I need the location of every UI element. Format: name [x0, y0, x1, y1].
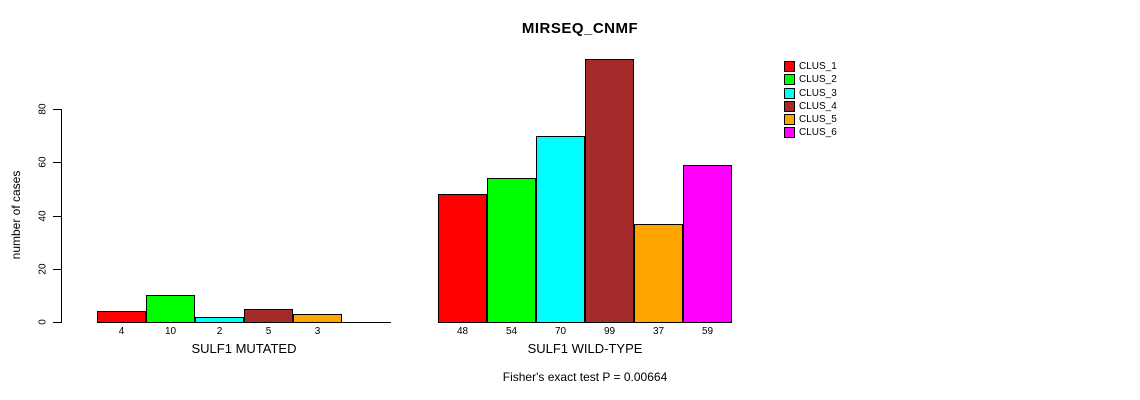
- bar-clus_5: [634, 224, 683, 323]
- legend-item-clus_5: CLUS_5: [784, 114, 837, 126]
- legend-label: CLUS_6: [799, 127, 837, 139]
- legend-swatch-icon: [784, 87, 795, 99]
- bar-clus_6: [683, 165, 732, 323]
- y-tick-label: 0: [37, 319, 49, 325]
- bar-clus_3: [195, 317, 244, 323]
- legend-swatch-icon: [784, 100, 795, 112]
- bar-value-label: 99: [603, 326, 616, 337]
- legend-swatch-icon: [784, 61, 795, 72]
- y-tick-label: 20: [37, 263, 49, 275]
- zero-value-baseline-clus_6: [342, 322, 391, 323]
- bar-value-label: 70: [554, 326, 567, 337]
- group-label-mutated: SULF1 MUTATED: [191, 341, 297, 356]
- legend-label: CLUS_5: [799, 114, 837, 126]
- bar-value-label: 5: [265, 326, 272, 337]
- chart-title: MIRSEQ_CNMF: [521, 20, 639, 37]
- y-tick-label: 40: [37, 210, 49, 222]
- bar-value-label: 4: [118, 326, 125, 337]
- bar-value-label: 54: [505, 326, 518, 337]
- bar-clus_4: [585, 59, 634, 323]
- legend: CLUS_1 CLUS_2 CLUS_3 CLUS_4 CLUS_5 CLUS_6: [784, 61, 837, 141]
- y-tick-mark: [53, 109, 61, 111]
- bar-value-label: 10: [164, 326, 177, 337]
- bar-value-label: 59: [701, 326, 714, 337]
- y-tick-mark: [53, 162, 61, 164]
- y-tick-label: 80: [37, 103, 49, 115]
- legend-item-clus_3: CLUS_3: [784, 87, 837, 99]
- legend-label: CLUS_3: [799, 87, 837, 99]
- group-label-wildtype: SULF1 WILD-TYPE: [527, 341, 643, 356]
- bar-clus_1: [97, 311, 146, 323]
- bar-value-label: 48: [456, 326, 469, 337]
- bar-clus_1: [438, 194, 487, 323]
- bar-clus_4: [244, 309, 293, 323]
- y-tick-label: 60: [37, 156, 49, 168]
- y-axis-line: [61, 109, 62, 323]
- bar-value-label: 2: [216, 326, 223, 337]
- bar-clus_5: [293, 314, 342, 323]
- y-tick-mark: [53, 215, 61, 217]
- legend-item-clus_4: CLUS_4: [784, 100, 837, 112]
- bar-clus_3: [536, 136, 585, 323]
- bar-clus_2: [146, 295, 195, 323]
- legend-swatch-icon: [784, 114, 795, 126]
- legend-label: CLUS_4: [799, 100, 837, 112]
- legend-item-clus_6: CLUS_6: [784, 127, 837, 139]
- legend-label: CLUS_1: [799, 61, 837, 72]
- bar-value-label: 3: [314, 326, 321, 337]
- legend-label: CLUS_2: [799, 74, 837, 86]
- legend-swatch-icon: [784, 127, 795, 139]
- bar-value-label: 37: [652, 326, 665, 337]
- y-axis-label: number of cases: [9, 170, 23, 260]
- y-tick-mark: [53, 268, 61, 270]
- legend-swatch-icon: [784, 74, 795, 86]
- legend-item-clus_2: CLUS_2: [784, 74, 837, 86]
- fisher-test-annotation: Fisher's exact test P = 0.00664: [502, 370, 668, 384]
- bar-clus_2: [487, 178, 536, 323]
- legend-item-clus_1: CLUS_1: [784, 61, 837, 72]
- y-tick-mark: [53, 322, 61, 323]
